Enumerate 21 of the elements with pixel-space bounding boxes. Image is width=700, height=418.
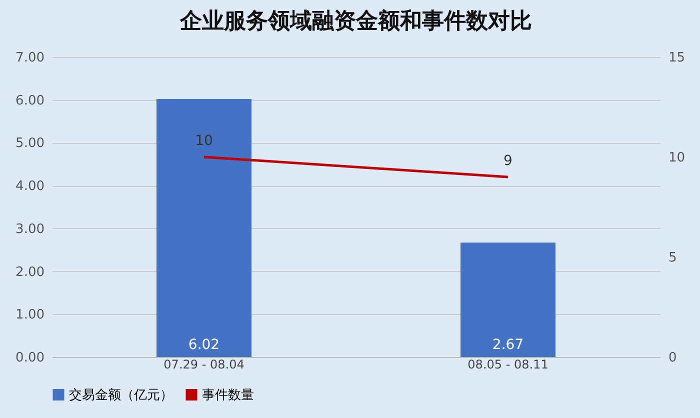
y2-tick-label: 5 xyxy=(668,250,677,266)
y-tick-label: 5.00 xyxy=(16,136,44,152)
legend-label: 事件数量 xyxy=(202,388,254,403)
y-tick-label: 1.00 xyxy=(16,308,44,323)
y-tick-label: 6.00 xyxy=(16,93,44,108)
y-tick-label: 2.00 xyxy=(16,264,44,280)
y-tick-label: 4.00 xyxy=(16,179,44,194)
y-tick-label: 0.00 xyxy=(16,350,44,366)
data-label: 9 xyxy=(504,153,512,169)
y2-tick-label: 10 xyxy=(668,150,686,166)
x-tick-label: 07.29 - 08.04 xyxy=(164,358,244,372)
legend-label: 交易金额（亿元） xyxy=(69,386,173,403)
data-label: 10 xyxy=(195,133,213,149)
data-label: 2.67 xyxy=(492,337,524,353)
data-label: 6.02 xyxy=(188,337,220,353)
y2-tick-label: 0 xyxy=(668,350,677,366)
x-tick-label: 08.05 - 08.11 xyxy=(468,358,548,372)
chart-title: 企业服务领域融资金额和事件数对比 xyxy=(179,8,532,34)
y2-tick-label: 15 xyxy=(668,50,686,66)
y-tick-label: 7.00 xyxy=(16,50,44,66)
y-tick-label: 3.00 xyxy=(16,222,44,237)
